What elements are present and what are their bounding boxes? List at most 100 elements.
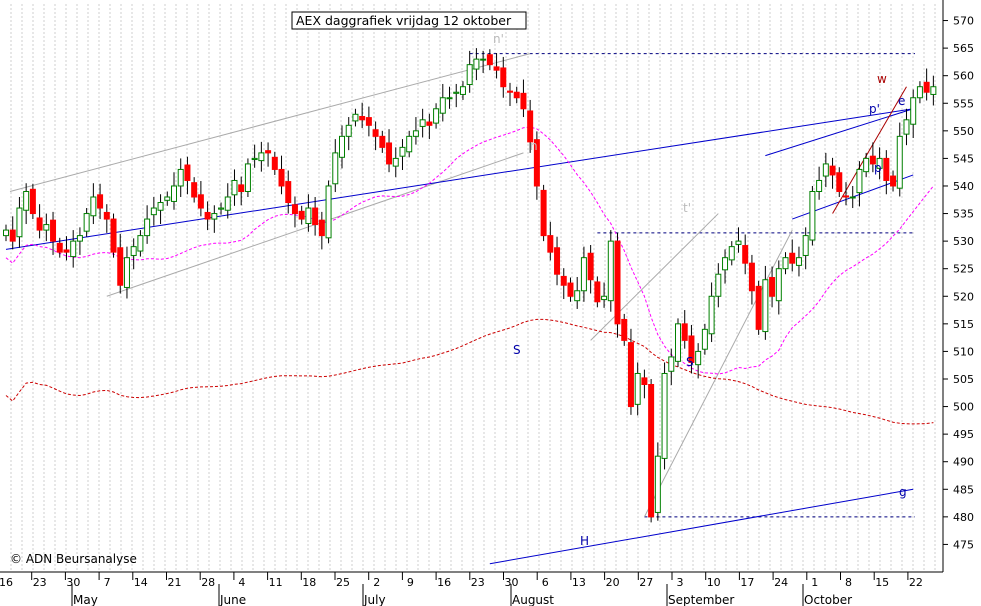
candle-body — [271, 156, 278, 170]
candle-body — [923, 81, 930, 93]
candle-body — [607, 240, 614, 302]
candle-body — [930, 86, 937, 95]
candle-body — [795, 257, 802, 266]
x-month-label: May — [73, 593, 98, 606]
candle-body — [910, 97, 917, 125]
candle-body — [896, 135, 903, 189]
x-month-label: July — [363, 593, 386, 606]
candle-body — [708, 295, 715, 335]
y-tick-label: 520 — [953, 290, 974, 303]
y-tick-label: 495 — [953, 428, 974, 441]
candle-body — [554, 247, 561, 275]
candles — [3, 48, 937, 523]
candle-body — [278, 168, 285, 187]
candle-body — [103, 211, 110, 220]
candle-body — [63, 249, 70, 253]
x-day-label: 23 — [33, 576, 47, 589]
x-day-label: 30 — [505, 576, 519, 589]
candle-body — [345, 124, 352, 137]
candle-body — [130, 246, 137, 256]
marker-g: g — [899, 485, 907, 499]
candle-body — [439, 97, 446, 114]
title-box: AEX daggrafiek vrijdag 12 oktober — [291, 11, 527, 30]
channel-t-left — [590, 213, 719, 341]
x-day-label: 15 — [875, 576, 889, 589]
candle-body — [513, 91, 520, 99]
candle-body — [97, 194, 104, 209]
y-tick-label: 475 — [953, 538, 974, 551]
candle-body — [614, 240, 621, 325]
y-tick-label: 570 — [953, 15, 974, 28]
candle-body — [742, 245, 749, 264]
candle-body — [419, 119, 426, 127]
candle-body — [231, 179, 238, 196]
y-axis: 475 480 485 490 495 500 505 510 515 520 525 530 535 5… — [942, 0, 974, 572]
marker-n: n — [530, 139, 538, 153]
candle-body — [527, 110, 534, 143]
candle-body — [681, 323, 688, 341]
y-tick-label: 485 — [953, 483, 974, 496]
candle-body — [36, 217, 43, 231]
x-day-label: 25 — [336, 576, 350, 589]
candle-body — [352, 113, 359, 122]
candle-body — [305, 207, 312, 224]
candle-body — [76, 235, 83, 242]
candle-body — [218, 207, 225, 210]
candle-body — [372, 129, 379, 137]
marker-s-right: S — [686, 355, 694, 369]
x-month-label: August — [512, 593, 554, 606]
candle-body — [580, 257, 587, 292]
candle-body — [621, 318, 628, 341]
y-tick-label: 560 — [953, 70, 974, 83]
candle-body — [332, 152, 339, 185]
candle-body — [916, 86, 923, 99]
candle-body — [50, 219, 57, 242]
candle-body — [204, 211, 211, 220]
candle-body — [406, 135, 413, 153]
candle-body — [238, 184, 245, 192]
candle-body — [547, 235, 554, 253]
candle-body — [755, 285, 762, 330]
moving-averages — [5, 126, 934, 425]
candle-body — [890, 175, 897, 187]
y-tick-label: 530 — [953, 235, 974, 248]
candle-body — [829, 165, 836, 176]
x-day-label: 17 — [740, 576, 754, 589]
channel-t-right — [643, 229, 793, 518]
y-tick-label: 515 — [953, 318, 974, 331]
y-tick-label: 550 — [953, 125, 974, 138]
candle-body — [648, 384, 655, 518]
x-day-label: 7 — [104, 576, 111, 589]
candle-body — [399, 146, 406, 157]
candle-body — [29, 188, 36, 215]
candle-body — [473, 58, 480, 70]
candle-body — [869, 155, 876, 165]
candle-body — [150, 207, 157, 216]
candle-body — [83, 213, 90, 232]
x-day-label: 14 — [134, 576, 148, 589]
candle-body — [171, 185, 177, 202]
channel-upper — [9, 53, 531, 192]
candle-body — [70, 240, 77, 258]
candle-body — [110, 218, 117, 253]
candle-body — [3, 229, 9, 237]
candle-body — [392, 157, 399, 167]
x-day-label: 21 — [168, 576, 182, 589]
x-day-label: 11 — [269, 576, 283, 589]
candle-body — [769, 277, 776, 297]
candle-body — [567, 282, 574, 297]
candle-body — [728, 246, 735, 261]
marker-p: p — [874, 161, 882, 175]
candle-body — [16, 207, 23, 238]
y-tick-label: 535 — [953, 208, 974, 221]
y-tick-label: 525 — [953, 263, 974, 276]
candle-body — [459, 86, 466, 95]
candle-body — [244, 163, 251, 192]
x-day-label: 23 — [471, 576, 485, 589]
candle-body — [574, 290, 581, 302]
candle-body — [775, 268, 782, 302]
x-day-label: 6 — [542, 576, 549, 589]
ma-short-line — [5, 126, 934, 375]
annotations: S S H w e p' p g n n' t' — [493, 32, 907, 548]
chart-title: AEX daggrafiek vrijdag 12 oktober — [296, 13, 512, 28]
